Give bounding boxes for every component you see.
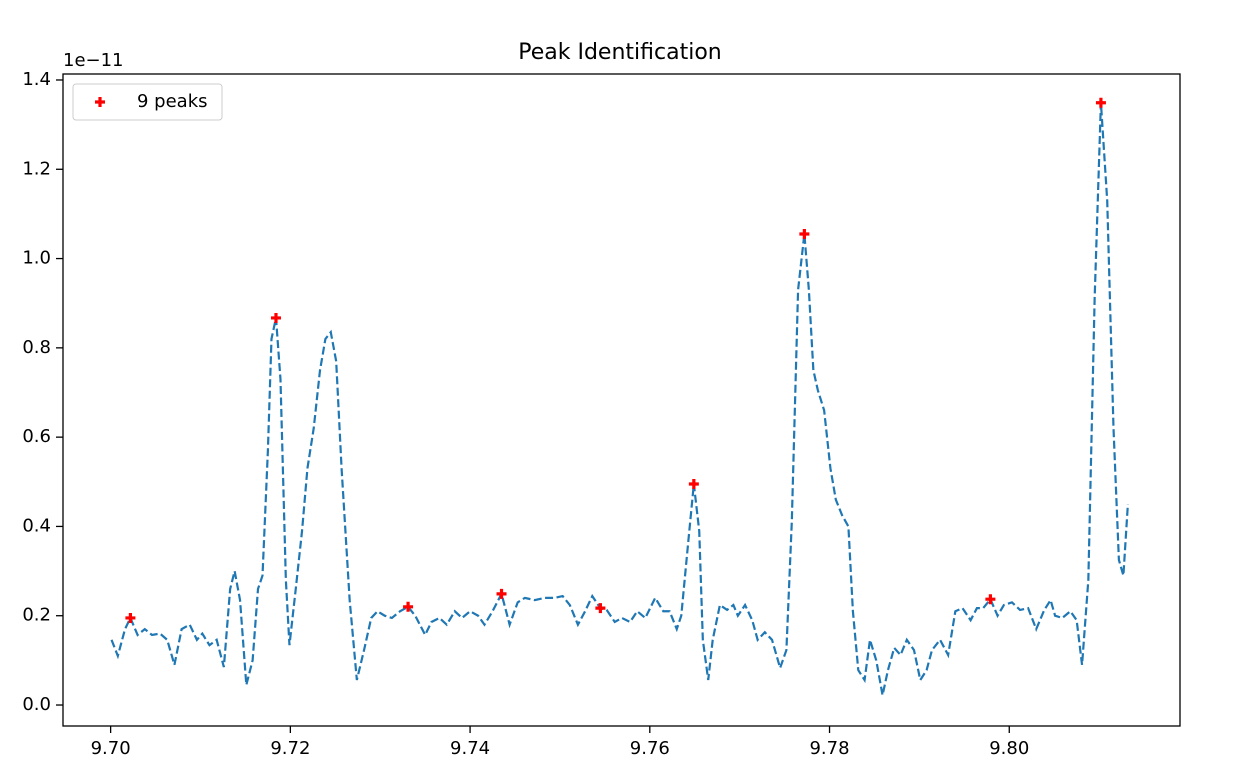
x-tick-label: 9.80: [989, 738, 1029, 759]
y-offset-label: 1e−11: [63, 50, 124, 71]
plot-area: [110, 97, 1129, 696]
marker-shape: [95, 97, 105, 107]
peak-marker: [688, 479, 699, 490]
y-tick-label: 1.0: [22, 248, 51, 269]
data-line: [110, 102, 1129, 696]
marker-shape: [985, 594, 996, 605]
chart-title: Peak Identification: [518, 40, 721, 65]
x-tick-label: 9.78: [809, 738, 849, 759]
peak-marker: [799, 229, 810, 240]
legend-label: 9 peaks: [137, 91, 208, 112]
peak-marker: [496, 588, 507, 599]
marker-shape: [1095, 97, 1106, 108]
marker-shape: [496, 588, 507, 599]
peak-marker: [985, 594, 996, 605]
peak-marker: [1095, 97, 1106, 108]
x-tick-label: 9.76: [630, 738, 670, 759]
y-tick-label: 0.2: [22, 605, 51, 626]
y-tick-label: 1.2: [22, 158, 51, 179]
legend-box: [72, 83, 223, 121]
y-tick-label: 0.8: [22, 337, 51, 358]
x-tick-label: 9.70: [91, 738, 131, 759]
y-tick-label: 1.4: [22, 69, 51, 90]
axes-frame: [62, 73, 1181, 727]
peak-marker: [595, 603, 606, 614]
marker-shape: [270, 312, 281, 323]
marker-shape: [595, 603, 606, 614]
y-tick-label: 0.0: [22, 694, 51, 715]
y-tick-label: 0.4: [22, 515, 51, 536]
peak-marker: [403, 601, 414, 612]
marker-shape: [125, 612, 136, 623]
peak-marker: [125, 612, 136, 623]
x-tick-label: 9.72: [270, 738, 310, 759]
peak-marker: [270, 312, 281, 323]
legend-marker: [95, 97, 105, 107]
marker-shape: [403, 601, 414, 612]
y-tick-label: 0.6: [22, 426, 51, 447]
marker-shape: [688, 479, 699, 490]
x-tick-label: 9.74: [450, 738, 490, 759]
marker-shape: [799, 229, 810, 240]
